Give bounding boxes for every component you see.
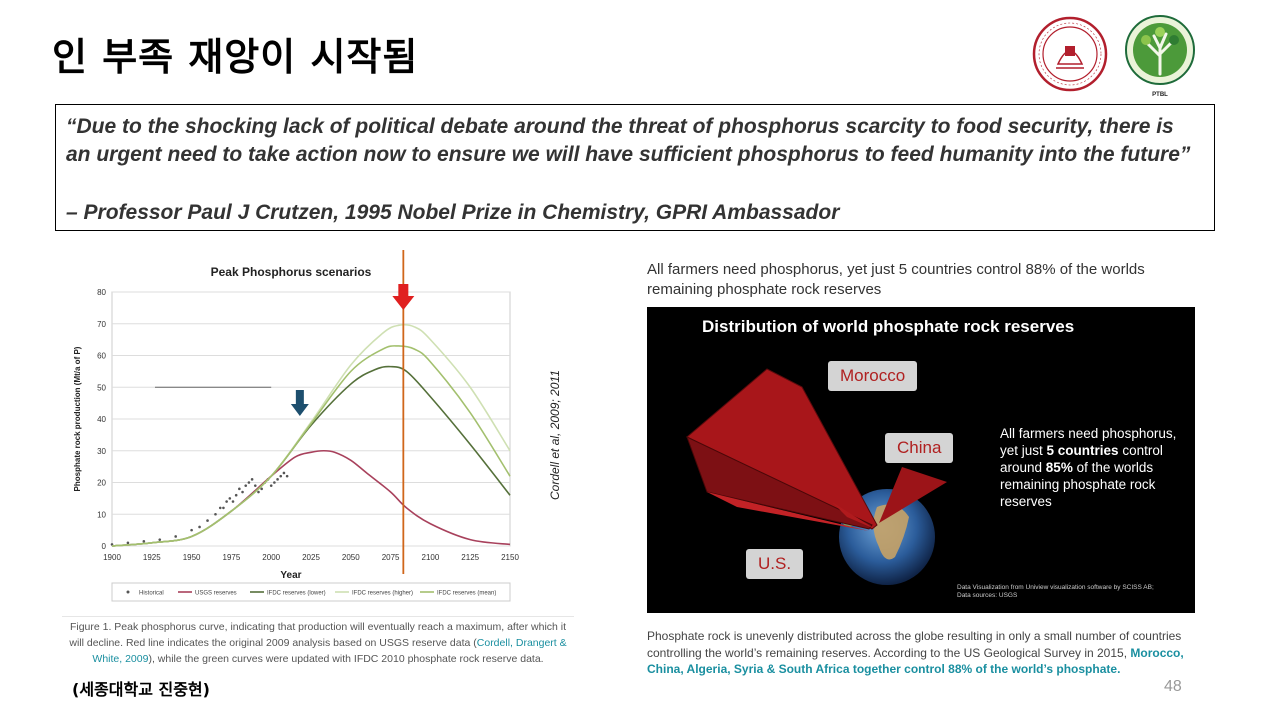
x-tick-label: 1950 [183, 553, 201, 562]
legend-box [111, 582, 511, 602]
quote-text: “Due to the shocking lack of political d… [66, 115, 1191, 166]
point-historical [285, 474, 289, 478]
point-historical [218, 506, 222, 510]
point-historical [142, 539, 146, 543]
point-historical [222, 506, 225, 510]
point-historical [228, 497, 232, 500]
point-historical [158, 538, 162, 541]
point-historical [276, 478, 279, 481]
map-source-line-2: Data sources: USGS [957, 592, 1018, 599]
point-historical [257, 490, 260, 494]
x-tick-label: 2150 [501, 553, 519, 562]
point-historical [198, 525, 201, 529]
map-note-text-1: All farmers need phosphorus, yet just [1000, 426, 1177, 458]
legend-label: USGS reserves [195, 591, 237, 597]
y-axis-label: Phosphate rock production (Mt/a of P) [73, 346, 82, 491]
peak-phosphorus-chart: 0 10 20 30 40 50 60 70 80 1900 1925 1950 1975 2000 202… [60, 250, 576, 610]
x-tick-label: 2075 [382, 553, 400, 562]
reserves-graphic [686, 368, 947, 585]
signature: (세종대학교 진중현) [72, 680, 210, 699]
page-number: 48 [1164, 678, 1182, 695]
point-historical [250, 478, 254, 481]
caption-text-2: ), while the green curves were updated w… [148, 653, 544, 665]
y-tick-label: 50 [97, 383, 106, 392]
caption-text-1: Figure 1. Peak phosphorus curve, indicat… [69, 621, 567, 649]
point-historical [247, 481, 251, 484]
point-historical [206, 519, 209, 522]
legend-label: IFDC reserves (lower) [267, 591, 326, 597]
chart-svg: 0 10 20 30 40 50 60 70 80 1900 1925 1950 1975 2000 202… [73, 250, 519, 602]
map-source: Data Visualization from Uniview visualiz… [957, 584, 1154, 600]
point-historical [260, 487, 263, 491]
point-historical [269, 484, 273, 487]
y-tick-label: 20 [97, 479, 106, 488]
ptbl-label: PTBL [1152, 92, 1168, 98]
map-note: All farmers need phosphorus, yet just 5 … [1000, 425, 1190, 510]
ptbl-logo: PTBL [1124, 14, 1196, 98]
map-note-bold-1: 5 countries [1046, 443, 1119, 458]
point-historical [214, 512, 217, 516]
caption-link[interactable]: Cordell, Drangert & White, 2009 [92, 637, 567, 665]
red-arrow-icon [392, 284, 415, 310]
point-historical [225, 500, 228, 503]
map-note-text-3: of the worlds remaining phosphate rock r… [1000, 460, 1156, 509]
y-tick-label: 10 [97, 510, 106, 519]
series-line-ifdc-reserves-mean [111, 345, 511, 547]
chart-caption: Figure 1. Peak phosphorus curve, indicat… [62, 616, 574, 667]
map-note-bold-2: 85% [1045, 460, 1073, 475]
x-axis-label: Year [280, 570, 301, 581]
point-historical [238, 487, 241, 491]
legend-label: IFDC reserves (higher) [352, 591, 413, 597]
chart-reference: Cordell et al, 2009; 2011 [548, 370, 562, 500]
legend-label: IFDC reserves (mean) [437, 591, 496, 597]
y-tick-label: 70 [97, 320, 106, 329]
reserves-visualization: Distribution of world phosphate rock res… [647, 307, 1195, 613]
point-historical [231, 500, 235, 503]
point-historical [282, 471, 286, 475]
x-tick-label: 2000 [262, 553, 280, 562]
point-historical [174, 535, 177, 538]
legend-marker [126, 590, 130, 594]
callout-us: U.S. [746, 549, 804, 579]
callout-morocco: Morocco [828, 361, 918, 391]
tree-icon [1125, 15, 1195, 85]
x-tick-label: 1900 [103, 553, 121, 562]
chart-title: Peak Phosphorus scenarios [211, 265, 372, 279]
y-tick-label: 60 [97, 352, 106, 361]
slide-title: 인 부족 재앙이 시작됨 [52, 35, 419, 79]
x-tick-label: 2125 [461, 553, 479, 562]
point-historical [110, 543, 114, 546]
blue-arrow-icon [290, 390, 309, 416]
point-historical [253, 484, 257, 487]
quote-box: “Due to the shocking lack of political d… [55, 104, 1215, 231]
map-title: Distribution of world phosphate rock res… [702, 317, 1075, 336]
map-note-text-2: control around [1000, 443, 1163, 475]
legend-label: Historical [139, 591, 164, 597]
right-paragraph-text: Phosphate rock is unevenly distributed a… [647, 629, 1182, 660]
point-historical [126, 541, 130, 545]
x-tick-label: 1975 [223, 553, 241, 562]
quote-attribution: – Professor Paul J Crutzen, 1995 Nobel P… [66, 201, 840, 224]
point-historical [241, 490, 244, 494]
x-tick-label: 1925 [143, 553, 161, 562]
y-tick-label: 0 [102, 542, 107, 551]
x-tick-label: 2050 [342, 553, 360, 562]
right-paragraph-link[interactable]: Morocco, China, Algeria, Syria & South A… [647, 645, 1184, 677]
point-historical [234, 493, 238, 497]
map-source-line-1: Data Visualization from Uniview visualiz… [957, 584, 1154, 591]
x-tick-label: 2100 [422, 553, 440, 562]
y-tick-label: 30 [97, 447, 106, 456]
right-heading: All farmers need phosphorus, yet just 5 … [647, 261, 1145, 298]
right-paragraph: Phosphate rock is unevenly distributed a… [647, 628, 1207, 678]
callout-china: China [885, 433, 954, 463]
y-tick-label: 80 [97, 288, 106, 297]
point-historical [279, 474, 283, 478]
point-historical [190, 528, 193, 532]
university-seal-icon [1032, 16, 1108, 92]
x-tick-label: 2025 [302, 553, 320, 562]
y-tick-label: 40 [97, 415, 106, 424]
point-historical [273, 481, 276, 484]
point-historical [244, 484, 248, 487]
